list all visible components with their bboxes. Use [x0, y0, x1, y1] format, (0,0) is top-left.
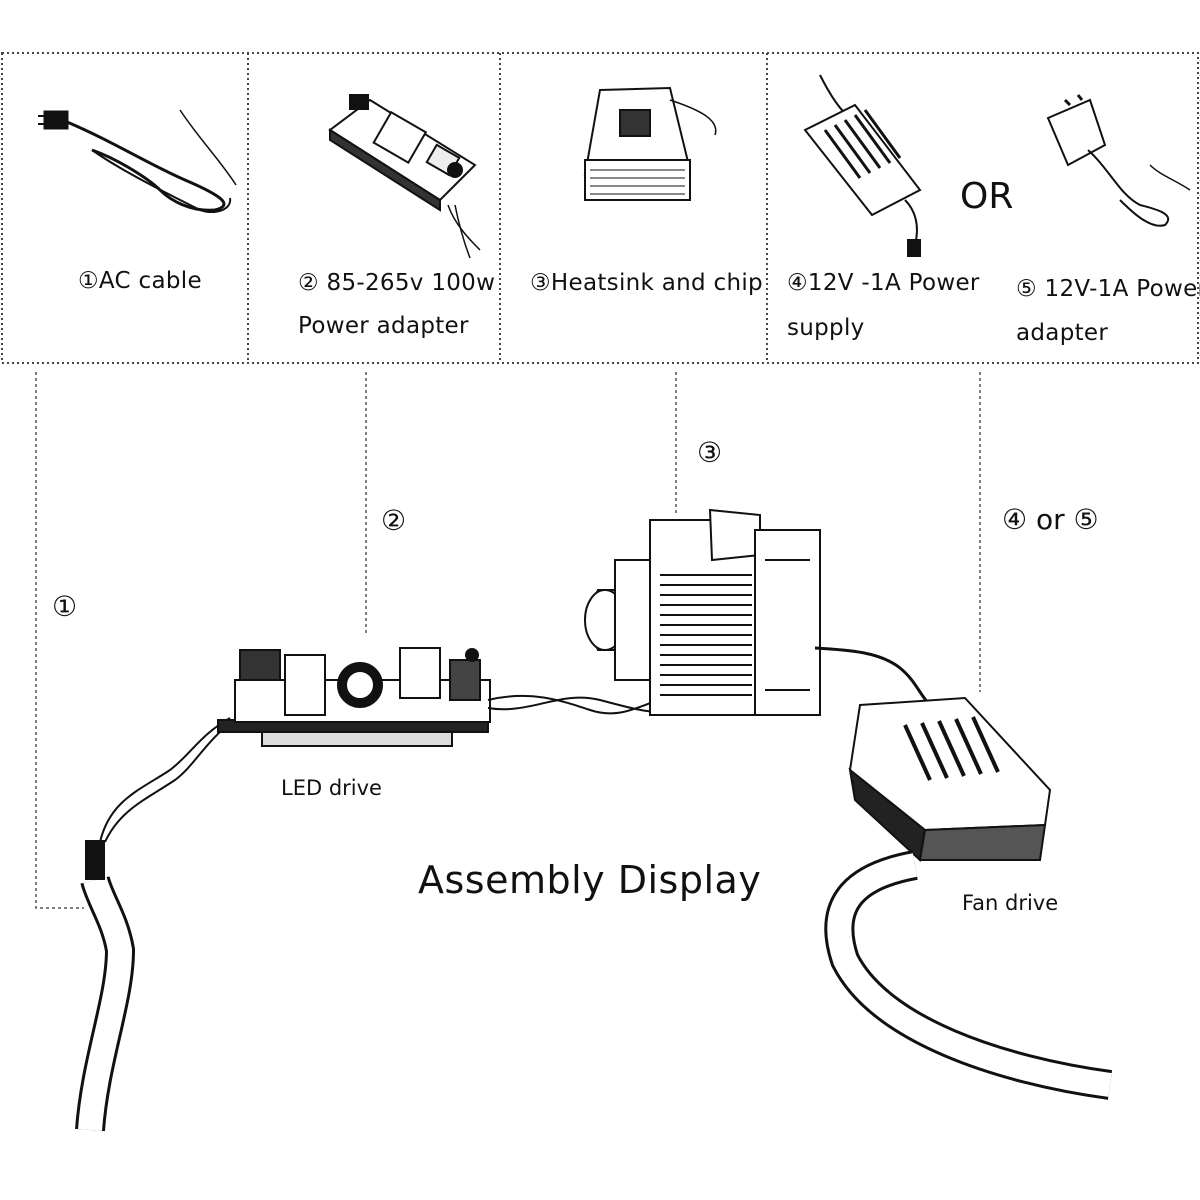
led-driver-board-icon: [217, 647, 491, 747]
or-label: OR: [960, 176, 1014, 217]
heatsink-fan-assembly-icon: [584, 508, 821, 716]
power-supply-icon: [803, 74, 922, 257]
assembly-ac-cord: [75, 717, 233, 1132]
callout-4-or-5: ④ or ⑤: [1002, 503, 1099, 536]
part-1-label: ①AC cable: [78, 268, 202, 294]
parts-frame: [1, 52, 1199, 364]
callout-1: ①: [52, 590, 78, 623]
assembly-fan-cord: [824, 850, 1113, 1100]
callout-2: ②: [381, 504, 407, 537]
heatsink-chip-icon: [583, 86, 717, 201]
leader-lines: [35, 372, 981, 909]
part-5-label: ⑤ 12V-1A Power: [1016, 276, 1200, 302]
led-drive-label: LED drive: [281, 776, 382, 800]
part-3-label: ③Heatsink and chip: [530, 270, 763, 296]
part-2-label-line2: Power adapter: [298, 313, 469, 339]
wall-adapter-icon: [1046, 94, 1191, 227]
power-adapter-board-icon: [328, 94, 481, 259]
assembly-wires-fan-driver: [814, 646, 932, 707]
callout-3: ③: [697, 436, 723, 469]
part-5-label-line2: adapter: [1016, 320, 1109, 346]
ac-cable-icon: [38, 109, 237, 213]
part-4-label-line2: supply: [787, 315, 865, 341]
assembly-title: Assembly Display: [418, 858, 762, 902]
part-4-label: ④12V -1A Power: [787, 270, 980, 296]
part-2-label: ② 85-265v 100w: [298, 270, 496, 296]
assembly-wires-driver-heatsink: [487, 694, 661, 715]
fan-driver-box-icon: [848, 696, 1052, 862]
fan-drive-label: Fan drive: [962, 891, 1059, 915]
